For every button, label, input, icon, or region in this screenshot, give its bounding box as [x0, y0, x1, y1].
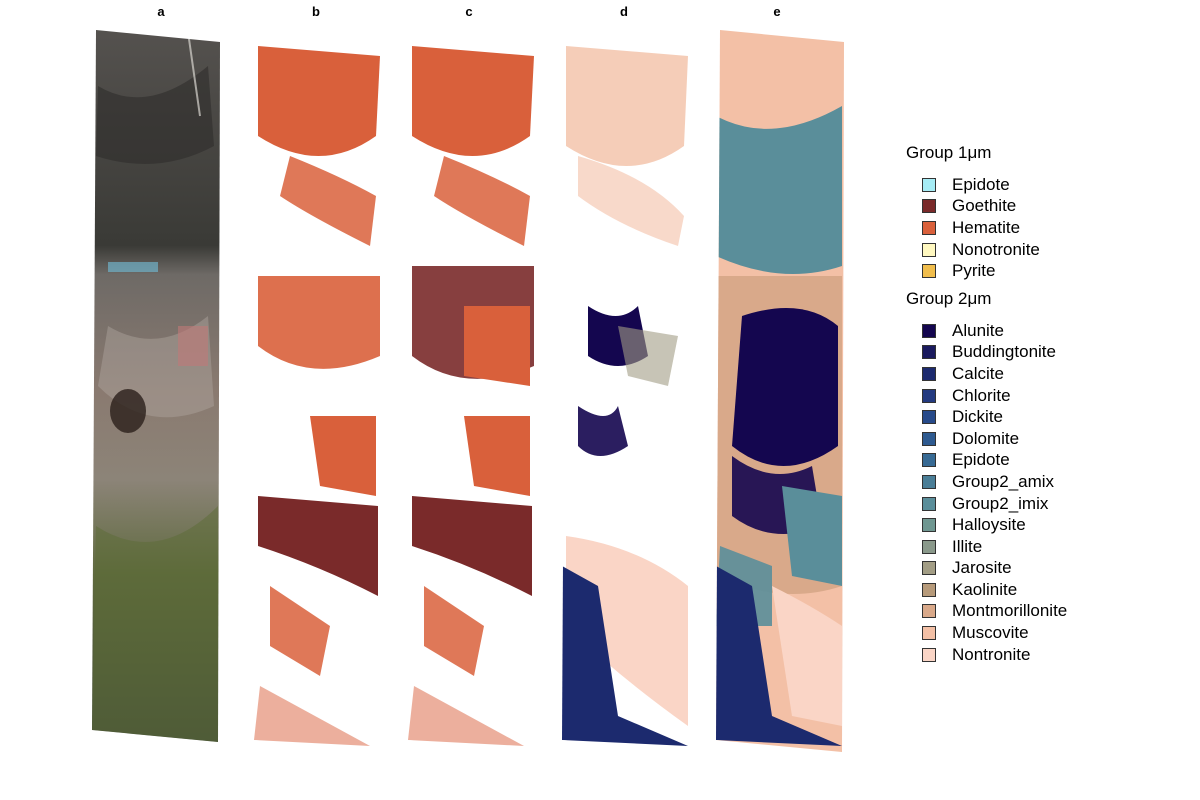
legend-swatch	[922, 474, 936, 489]
legend-swatch	[922, 431, 936, 446]
legend-item: Nontronite	[922, 644, 1186, 666]
legend-group-2-title: Group 2μm	[906, 288, 1186, 310]
legend-label: Epidote	[952, 174, 1010, 194]
group-2-title-prefix: Group 2	[906, 288, 968, 308]
legend-swatch	[922, 539, 936, 554]
legend-item: Dickite	[922, 406, 1186, 428]
legend-swatch	[922, 242, 936, 257]
legend-swatch	[922, 220, 936, 235]
legend-label: Jarosite	[952, 558, 1012, 578]
legend-swatch	[922, 264, 936, 279]
legend-item: Nonotronite	[922, 239, 1186, 261]
legend-item: Group2_imix	[922, 493, 1186, 515]
legend-item: Epidote	[922, 450, 1186, 472]
legend-label: Calcite	[952, 363, 1004, 383]
legend-swatch	[922, 388, 936, 403]
legend-swatch	[922, 647, 936, 662]
legend-label: Kaolinite	[952, 579, 1018, 599]
legend-label: Dolomite	[952, 428, 1020, 448]
panel-label-b: b	[312, 4, 320, 19]
legend-swatch	[922, 582, 936, 597]
legend-label: Nontronite	[952, 644, 1031, 664]
panel-d-image	[562, 46, 688, 746]
legend-label: Group2_imix	[952, 493, 1049, 513]
legend-item: Kaolinite	[922, 579, 1186, 601]
legend-swatch	[922, 561, 936, 576]
legend-label: Hematite	[952, 217, 1021, 237]
legend-label: Dickite	[952, 407, 1004, 427]
legend-item: Hematite	[922, 217, 1186, 239]
legend-label: Goethite	[952, 196, 1017, 216]
group-1-title-unit: μm	[967, 143, 992, 162]
legend-group-2: Group 2μm Alunite Buddingtonite Calcite Chl…	[906, 288, 1186, 666]
legend-swatch	[922, 518, 936, 533]
legend-label: Group2_amix	[952, 471, 1055, 491]
legend-item: Montmorillonite	[922, 601, 1186, 623]
legend-item: Dolomite	[922, 428, 1186, 450]
legend-label: Muscovite	[952, 623, 1029, 643]
group-1-title-prefix: Group 1	[906, 143, 968, 162]
panel-e-image	[716, 30, 844, 752]
legend-group-1-title: Group 1μm	[906, 142, 1186, 164]
legend-item: Pyrite	[922, 260, 1186, 282]
legend-swatch	[922, 604, 936, 619]
legend-swatch	[922, 453, 936, 468]
legend-label: Nonotronite	[952, 239, 1040, 259]
legend-swatch	[922, 323, 936, 338]
legend-item: Muscovite	[922, 622, 1186, 644]
legend-swatch	[922, 345, 936, 360]
panel-label-a: a	[157, 4, 165, 19]
legend: Group 1μm Epidote Goethite Hematite Nonotro…	[906, 142, 1186, 671]
legend-swatch	[922, 366, 936, 381]
panel-label-c: c	[465, 4, 473, 19]
panel-label-d: d	[620, 4, 628, 19]
legend-swatch	[922, 626, 936, 641]
panel-a-image	[92, 30, 220, 742]
legend-item: Goethite	[922, 196, 1186, 218]
legend-item: Group2_amix	[922, 471, 1186, 493]
panel-b-image	[254, 46, 380, 746]
legend-item: Illite	[922, 536, 1186, 558]
legend-item: Calcite	[922, 363, 1186, 385]
legend-label: Illite	[952, 536, 983, 556]
legend-label: Chlorite	[952, 385, 1011, 405]
legend-group-1: Group 1μm Epidote Goethite Hematite Nonotro…	[906, 142, 1186, 282]
legend-label: Buddingtonite	[952, 342, 1056, 362]
legend-item: Jarosite	[922, 558, 1186, 580]
legend-item: Epidote	[922, 174, 1186, 196]
legend-swatch	[922, 177, 936, 192]
legend-label: Montmorillonite	[952, 601, 1068, 621]
legend-label: Halloysite	[952, 515, 1026, 535]
legend-item: Halloysite	[922, 514, 1186, 536]
legend-label: Alunite	[952, 320, 1004, 340]
legend-item: Chlorite	[922, 385, 1186, 407]
legend-group-1-items: Epidote Goethite Hematite Nonotronite Pyrite	[906, 174, 1186, 282]
legend-group-2-items: Alunite Buddingtonite Calcite Chlorite Dicki…	[906, 320, 1186, 666]
legend-item: Buddingtonite	[922, 342, 1186, 364]
legend-label: Pyrite	[952, 261, 996, 281]
panel-label-e: e	[773, 4, 781, 19]
legend-label: Epidote	[952, 450, 1010, 470]
panel-c-image	[408, 46, 534, 746]
group-2-title-unit: μm	[967, 288, 992, 308]
legend-swatch	[922, 410, 936, 425]
legend-swatch	[922, 199, 936, 214]
legend-item: Alunite	[922, 320, 1186, 342]
legend-swatch	[922, 496, 936, 511]
